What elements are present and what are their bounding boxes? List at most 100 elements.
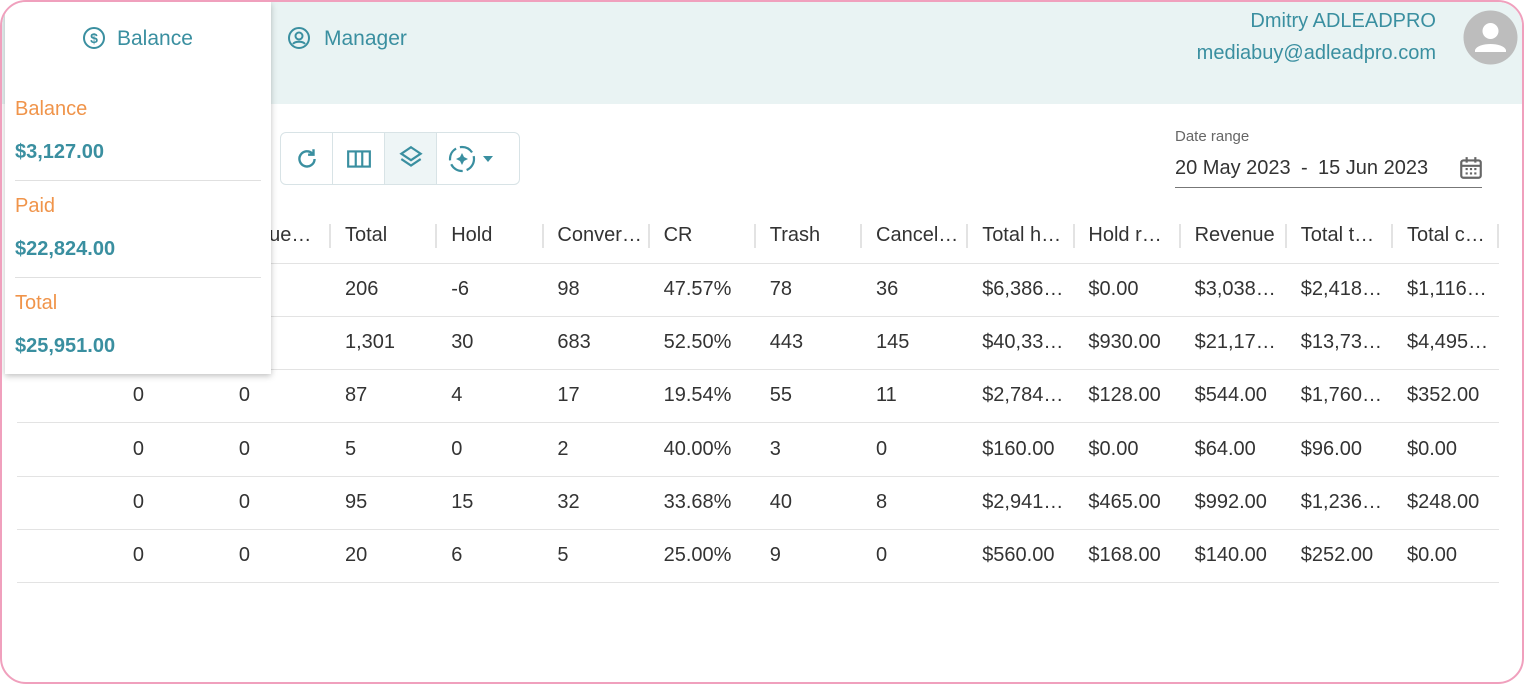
table-cell: 87	[345, 384, 368, 407]
column-header: Hold r…	[1088, 224, 1162, 246]
column-separator	[541, 224, 544, 248]
table-cell: 0	[132, 544, 144, 566]
table-cell: $0.00	[1407, 437, 1458, 460]
table-cell: 25.00%	[663, 544, 732, 566]
table-cell: 30	[451, 331, 474, 354]
column-separator	[1178, 224, 1181, 248]
menu-divider	[15, 277, 261, 278]
table-cell: $930.00	[1088, 331, 1161, 354]
table-cell: $544.00	[1194, 384, 1267, 407]
column-header: que…	[258, 224, 312, 246]
column-separator	[754, 224, 756, 248]
table-cell: $40,33…	[982, 331, 1064, 354]
table-cell: 98	[557, 278, 580, 300]
table-cell: $6,386…	[982, 278, 1064, 300]
table-cell: 55	[769, 384, 793, 407]
table-cell: $252.00	[1300, 544, 1374, 566]
tab-manager[interactable]: Manager	[324, 27, 407, 50]
table-cell: 19.54%	[663, 384, 732, 407]
row-divider	[17, 263, 1499, 264]
menu-label: Paid	[15, 195, 56, 217]
menu-divider	[15, 180, 261, 181]
auto-button[interactable]	[437, 133, 519, 184]
table-cell: $4,495…	[1407, 331, 1489, 354]
table-cell: $160.00	[982, 437, 1055, 460]
table-cell: 0	[132, 437, 144, 460]
date-start[interactable]: 20 May 2023	[1175, 157, 1291, 179]
table-cell: $248.00	[1407, 490, 1480, 513]
column-separator	[1497, 224, 1500, 248]
column-header: Hold	[451, 224, 493, 246]
table-cell: 0	[238, 544, 250, 566]
table-cell: $64.00	[1194, 437, 1256, 460]
table-cell: $0.00	[1088, 437, 1139, 460]
table-cell: 0	[238, 384, 250, 407]
table-cell: $13,73…	[1300, 331, 1382, 354]
table-cell: -6	[451, 278, 469, 300]
table-cell: 40	[769, 490, 793, 513]
row-divider	[17, 528, 1499, 530]
table-cell: $0.00	[1407, 544, 1458, 566]
user-email: mediabuy@adleadpro.com	[1196, 42, 1436, 64]
table-cell: $465.00	[1088, 490, 1161, 513]
table-cell: 4	[451, 384, 463, 407]
menu-value: $3,127.00	[15, 141, 104, 163]
table-cell: 0	[238, 490, 250, 513]
table-cell: 443	[769, 331, 804, 354]
table-cell: 11	[876, 384, 897, 407]
table-cell: $560.00	[982, 544, 1055, 566]
column-separator	[647, 224, 650, 248]
table-cell: $352.00	[1407, 384, 1480, 407]
avatar[interactable]	[1463, 10, 1518, 65]
table-cell: 9	[769, 544, 781, 566]
table-cell: $21,17…	[1194, 331, 1276, 354]
table-cell: 0	[132, 490, 144, 513]
table-cell: 15	[451, 490, 474, 513]
table-cell: 0	[132, 384, 144, 407]
table-cell: 2	[557, 437, 569, 460]
refresh-button[interactable]	[281, 133, 333, 184]
table-cell: 0	[451, 437, 463, 460]
column-header: Total h…	[982, 224, 1062, 246]
table-cell: 5	[345, 437, 357, 460]
table-cell: $1,116…	[1407, 278, 1487, 300]
manager-icon	[288, 27, 310, 49]
table-cell: 47.57%	[663, 278, 732, 300]
calendar-icon[interactable]	[1458, 155, 1484, 181]
column-separator	[966, 224, 969, 248]
table-cell: 52.50%	[663, 331, 732, 354]
row-divider	[17, 582, 1499, 583]
table-cell: 0	[876, 437, 888, 460]
column-header: Trash	[769, 224, 821, 246]
table-cell: 145	[876, 331, 910, 354]
user-name: Dmitry ADLEADPRO	[1250, 10, 1436, 32]
table-cell: $0.00	[1088, 278, 1139, 300]
table-cell: $168.00	[1088, 544, 1161, 566]
table-cell: $1,760…	[1300, 384, 1382, 407]
column-header: Total t…	[1300, 224, 1375, 246]
table-cell: 6	[451, 544, 463, 566]
table-cell: 36	[876, 278, 899, 300]
table-cell: $2,418…	[1300, 278, 1382, 300]
table-cell: $2,784…	[982, 384, 1064, 407]
table-cell: 17	[557, 384, 580, 407]
table-cell: 206	[345, 278, 379, 300]
table-cell: 1,301	[345, 331, 396, 354]
table-cell: 0	[876, 544, 888, 566]
column-header: Conver…	[557, 224, 642, 246]
row-divider	[17, 475, 1499, 477]
balance-icon: $	[83, 27, 105, 49]
table-cell: 683	[557, 331, 591, 354]
table-cell: 8	[876, 490, 888, 513]
table-cell: $3,038…	[1194, 278, 1276, 300]
date-end[interactable]: 15 Jun 2023	[1318, 157, 1429, 179]
tab-balance[interactable]: Balance	[117, 27, 193, 50]
menu-value: $25,951.00	[15, 335, 116, 357]
row-divider	[17, 316, 1499, 317]
layers-button[interactable]	[385, 133, 437, 184]
svg-text:$: $	[90, 30, 98, 46]
table-cell: 40.00%	[663, 437, 732, 460]
columns-button[interactable]	[333, 133, 385, 184]
menu-label: Balance	[15, 98, 88, 120]
column-header: Cancel…	[876, 224, 959, 246]
